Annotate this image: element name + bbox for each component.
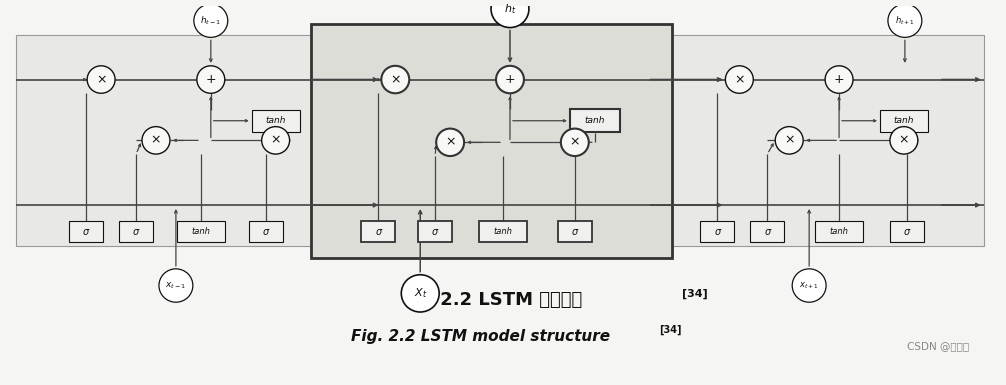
Text: σ: σ	[263, 227, 269, 236]
Circle shape	[496, 66, 524, 93]
Text: tanh: tanh	[584, 116, 605, 125]
Circle shape	[825, 66, 853, 93]
Circle shape	[560, 129, 589, 156]
Text: σ: σ	[765, 227, 771, 236]
Circle shape	[776, 127, 803, 154]
Circle shape	[491, 0, 529, 28]
Bar	[558, 221, 592, 243]
Bar	[880, 110, 928, 132]
Bar	[815, 221, 863, 243]
Bar	[648, 35, 984, 246]
Text: σ: σ	[903, 227, 910, 236]
Circle shape	[194, 4, 227, 37]
Circle shape	[88, 66, 115, 93]
Circle shape	[262, 127, 290, 154]
Bar	[569, 109, 620, 132]
Circle shape	[890, 127, 917, 154]
Text: 图  2.2 LSTM 模型结构: 图 2.2 LSTM 模型结构	[417, 291, 582, 309]
Bar	[119, 221, 153, 243]
Circle shape	[401, 275, 440, 312]
Text: [34]: [34]	[660, 325, 682, 335]
Circle shape	[142, 127, 170, 154]
Text: σ: σ	[133, 227, 139, 236]
Bar	[750, 221, 785, 243]
Text: tanh: tanh	[893, 116, 914, 125]
Bar	[890, 221, 924, 243]
Bar	[361, 221, 395, 243]
Text: $x_{t+1}$: $x_{t+1}$	[799, 280, 819, 291]
Text: +: +	[505, 73, 515, 86]
Text: $h_t$: $h_t$	[504, 2, 516, 16]
Text: [34]: [34]	[681, 288, 707, 298]
Text: tanh: tanh	[266, 116, 286, 125]
Text: ×: ×	[96, 73, 107, 86]
Text: ×: ×	[271, 134, 281, 147]
Text: Fig. 2.2 LSTM model structure: Fig. 2.2 LSTM model structure	[350, 329, 610, 344]
Circle shape	[888, 4, 921, 37]
Text: σ: σ	[83, 227, 90, 236]
Circle shape	[792, 269, 826, 302]
Text: ×: ×	[569, 136, 580, 149]
Circle shape	[725, 66, 753, 93]
Text: ×: ×	[151, 134, 161, 147]
Text: $X_t$: $X_t$	[413, 286, 427, 300]
Text: σ: σ	[714, 227, 720, 236]
Text: σ: σ	[433, 227, 439, 236]
Circle shape	[437, 129, 464, 156]
Text: ×: ×	[898, 134, 909, 147]
Text: ×: ×	[734, 73, 744, 86]
Text: $h_{t+1}$: $h_{t+1}$	[895, 15, 914, 27]
Text: CSDN @倒影～: CSDN @倒影～	[906, 341, 969, 352]
Text: σ: σ	[375, 227, 381, 236]
Bar	[177, 221, 224, 243]
Bar	[479, 221, 527, 243]
Text: +: +	[834, 73, 844, 86]
Text: tanh: tanh	[494, 227, 512, 236]
Bar	[248, 221, 283, 243]
Bar	[69, 221, 103, 243]
Bar	[252, 110, 300, 132]
Circle shape	[159, 269, 193, 302]
Text: ×: ×	[390, 73, 400, 86]
Bar	[418, 221, 452, 243]
Text: ×: ×	[784, 134, 795, 147]
Text: tanh: tanh	[191, 227, 210, 236]
Text: tanh: tanh	[830, 227, 848, 236]
Circle shape	[381, 66, 409, 93]
Text: ×: ×	[445, 136, 456, 149]
Bar	[700, 221, 734, 243]
Text: $h_{t-1}$: $h_{t-1}$	[200, 15, 221, 27]
Bar	[311, 23, 672, 258]
Text: σ: σ	[571, 227, 577, 236]
Text: $x_{t-1}$: $x_{t-1}$	[165, 280, 186, 291]
Circle shape	[197, 66, 224, 93]
Text: +: +	[205, 73, 216, 86]
Bar	[16, 35, 335, 246]
